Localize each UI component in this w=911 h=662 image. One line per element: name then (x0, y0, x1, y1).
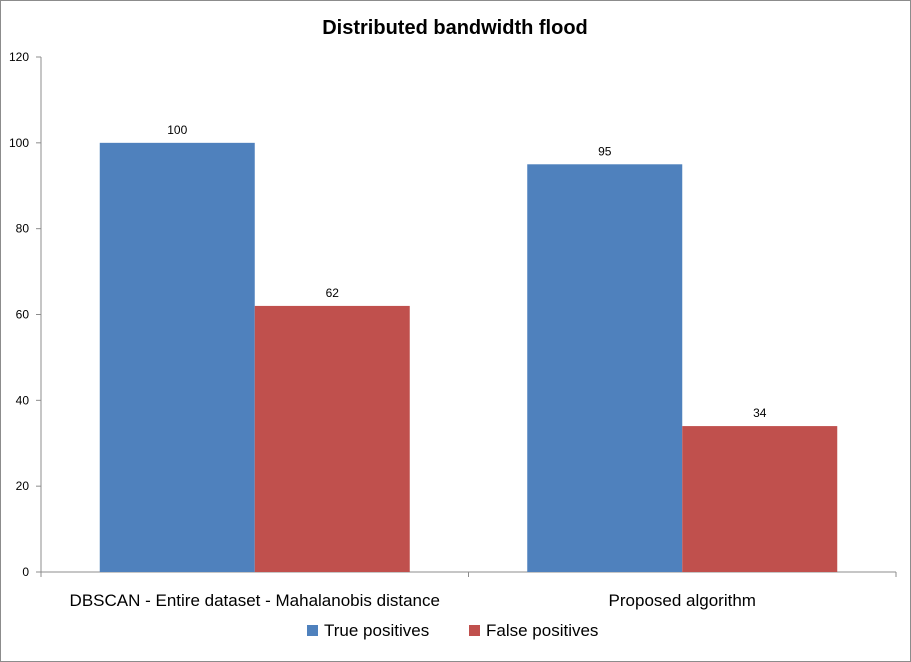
labels: 0 20 40 60 80 100 120 100 62 DBSCAN - Entire data… (9, 50, 767, 610)
legend-swatch (469, 625, 480, 636)
legend-swatch (307, 625, 318, 636)
data-label: 95 (598, 144, 612, 158)
x-category-label: Proposed algorithm (609, 591, 756, 610)
legend: True positives False positives (307, 621, 598, 640)
y-tick-label: 20 (16, 479, 30, 493)
y-tick-label: 0 (22, 565, 29, 579)
y-tick-label: 120 (9, 50, 29, 64)
y-tick-label: 60 (16, 308, 30, 322)
x-category-label: DBSCAN - Entire dataset - Mahalanobis di… (70, 591, 440, 610)
bar-true-positives (527, 164, 683, 572)
y-tick-label: 40 (16, 393, 30, 407)
y-tick-label: 80 (16, 222, 30, 236)
bar-false-positives (254, 305, 410, 572)
data-label: 34 (753, 406, 767, 420)
data-label: 62 (326, 286, 340, 300)
legend-label: True positives (324, 621, 429, 640)
legend-label: False positives (486, 621, 598, 640)
y-tick-label: 100 (9, 136, 29, 150)
data-label: 100 (167, 123, 187, 137)
bar-true-positives (99, 142, 255, 573)
bar-false-positives (682, 426, 838, 572)
bars (99, 142, 838, 573)
chart-title: Distributed bandwidth flood (322, 17, 588, 39)
